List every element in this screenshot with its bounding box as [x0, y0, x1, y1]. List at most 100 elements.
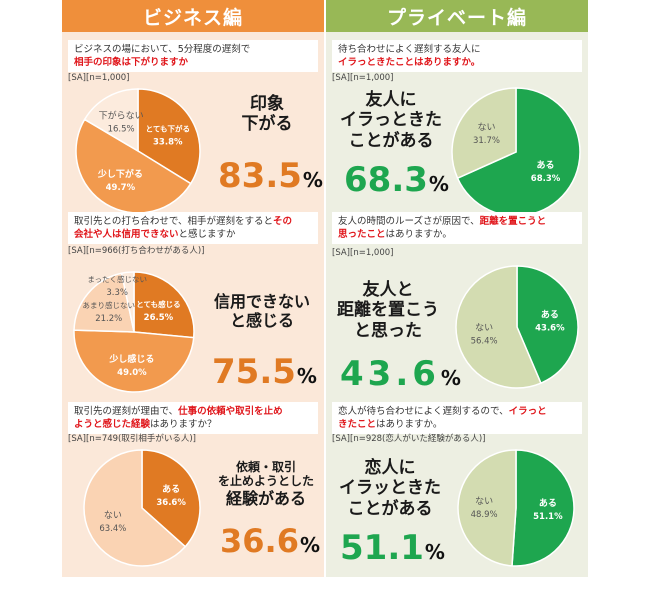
big-percentage: 51.1% — [340, 528, 445, 568]
pie-slice-value: 48.9% — [471, 510, 498, 520]
question-line: 待ち合わせによく遅刻する友人に — [338, 44, 481, 55]
headline: 友人と 距離を置こう と思った — [330, 280, 446, 341]
headline-line: 友人に — [365, 90, 417, 110]
big-number: 43.6 — [340, 354, 440, 394]
pie-slice-2 — [457, 449, 517, 567]
question-highlight: イラっときたことはありますか。 — [338, 57, 481, 68]
question-text: 友人の時間のルーズさが原因で、距離を置こうと 思ったことはありますか。 — [332, 212, 582, 244]
big-percentage: 68.3% — [344, 160, 449, 200]
headline: 信用できない と感じる — [202, 292, 322, 330]
private-column: プライベート編 待ち合わせによく遅刻する友人に イラっときたことはありますか。 … — [326, 0, 588, 577]
question-line: はありますか。 — [376, 419, 443, 430]
question-text: 取引先の遅刻が理由で、仕事の依頼や取引を止め ようと感じた経験はありますか？ — [68, 402, 318, 434]
big-number: 68.3 — [344, 160, 428, 200]
headline-line: 下がる — [241, 114, 293, 135]
headline: 友人に イラっときた ことがある — [332, 90, 450, 151]
pie-chart: ある 51.1% ない 48.9% — [457, 449, 575, 567]
pie-slice-2 — [455, 265, 542, 389]
pie-slice-label: まったく感じない — [87, 274, 147, 284]
pie-slice-label: ある — [537, 160, 555, 171]
question-highlight: 会社や人は信用できない — [74, 229, 179, 240]
headline-line: 経験がある — [225, 488, 306, 508]
sample-size: [SA][n=928(恋人がいた経験がある人)] — [332, 434, 486, 444]
question-text: 恋人が待ち合わせによく遅刻するので、イラっと きたことはありますか。 — [332, 402, 582, 434]
percent-sign: % — [428, 172, 449, 196]
pie-slice-2 — [75, 118, 192, 214]
question-text: ビジネスの場において、5分程度の遅刻で 相手の印象は下がりますか — [68, 40, 318, 72]
question-line: はありますか。 — [385, 229, 452, 240]
pie-slice-label: 下がらない — [99, 109, 144, 121]
pie-slice-label: とても下がる — [146, 123, 190, 133]
headline: 依頼・取引 を止めようとした 経験がある — [208, 460, 324, 508]
sample-size: [SA][n=1,000] — [332, 248, 394, 258]
pie-chart: ある 43.6% ない 56.4% — [455, 265, 579, 389]
headline-line: を止めようとした — [217, 474, 314, 489]
pie-slice-label: ある — [162, 484, 180, 495]
pie-slice-1 — [516, 265, 579, 385]
question-highlight: ようと感じた経験 — [74, 419, 151, 430]
pie-slice-value: 36.6% — [156, 498, 186, 508]
percent-sign: % — [302, 168, 323, 192]
pie-slice-label: ない — [477, 122, 495, 133]
big-number: 75.5 — [212, 352, 296, 392]
pie-slice-label: ない — [475, 496, 493, 507]
pie-slice-2 — [83, 449, 187, 567]
headline-line: 距離を置こう — [337, 300, 439, 321]
headline-line: と思った — [354, 320, 422, 341]
headline-line: イラっときた — [340, 110, 442, 131]
percent-sign: % — [424, 540, 445, 564]
pie-slice-value: 33.8% — [153, 137, 183, 147]
pie-slice-label: ある — [539, 498, 557, 509]
private-panel-2: 友人の時間のルーズさが原因で、距離を置こうと 思ったことはありますか。 [SA]… — [326, 204, 588, 394]
headline-line: 信用できない — [213, 292, 310, 311]
percent-sign: % — [440, 366, 461, 390]
question-line: ビジネスの場において、5分程度の遅刻で — [74, 44, 251, 55]
headline-line: と感じる — [229, 311, 294, 331]
headline-line: 友人と — [362, 280, 414, 300]
pie-slice-value: 56.4% — [471, 337, 498, 347]
headline-line: 恋人に — [364, 458, 416, 478]
pie-slice-value: 3.3% — [106, 288, 128, 298]
sample-size: [SA][n=1,000] — [68, 73, 130, 83]
headline-line: 依頼・取引 — [235, 460, 296, 474]
pie-slice-3 — [73, 272, 135, 333]
pie-slice-label: ない — [104, 510, 122, 521]
pie-slice-label: ある — [541, 309, 559, 320]
headline-line: イラッときた — [339, 478, 441, 499]
pie-slice-1 — [141, 449, 201, 548]
question-line: はありますか？ — [150, 419, 217, 430]
pie-slice-value: 49.0% — [117, 368, 147, 378]
pie-slice-1 — [511, 449, 575, 567]
pie-chart: とても下がる 33.8% 少し下がる 49.7% 下がらない 16.5% — [75, 88, 201, 214]
big-percentage: 36.6% — [220, 522, 320, 560]
pie-chart: ある 68.3% ない 31.7% — [451, 87, 581, 217]
private-header: プライベート編 — [326, 0, 588, 32]
pie-slice-label: 少し感じる — [108, 353, 154, 365]
business-panel-3: 取引先の遅刻が理由で、仕事の依頼や取引を止め ようと感じた経験はありますか？ [… — [62, 394, 324, 577]
big-percentage: 83.5% — [218, 156, 323, 196]
big-percentage: 43.6% — [340, 354, 461, 394]
question-highlight: 相手の印象は下がりますか — [74, 57, 189, 68]
percent-sign: % — [296, 364, 317, 388]
pie-slice-value: 51.1% — [533, 512, 563, 522]
pie-chart: とても感じる 26.5% 少し感じる 49.0% あまり感じない 21.2% まったく感じな… — [73, 271, 195, 393]
headline: 印象 下がる — [212, 94, 322, 135]
question-highlight: その — [273, 216, 293, 227]
sample-size: [SA][n=749(取引相手がいる人)] — [68, 434, 196, 444]
headline: 恋人に イラッときた ことがある — [332, 458, 448, 519]
private-panel-3: 恋人が待ち合わせによく遅刻するので、イラっと きたことはありますか。 [SA][… — [326, 394, 588, 577]
pie-slice-value: 63.4% — [99, 524, 126, 534]
pie-slice-value: 49.7% — [106, 183, 136, 193]
pie-slice-value: 26.5% — [144, 313, 174, 323]
pie-slice-label: ない — [475, 323, 493, 334]
big-number: 36.6 — [220, 522, 299, 560]
big-number: 51.1 — [340, 528, 424, 568]
headline-line: ことがある — [347, 498, 433, 519]
pie-slice-3 — [83, 88, 139, 153]
business-column: ビジネス編 ビジネスの場において、5分程度の遅刻で 相手の印象は下がりますか [… — [62, 0, 324, 577]
private-panel-1: 待ち合わせによく遅刻する友人に イラっときたことはありますか。 [SA][n=1… — [326, 32, 588, 217]
question-line: 取引先との打ち合わせで、相手が遅刻をすると — [74, 216, 274, 227]
pie-slice-value: 21.2% — [95, 314, 122, 324]
pie-slice-value: 68.3% — [531, 174, 561, 184]
question-highlight: 距離を置こうと — [479, 216, 547, 227]
